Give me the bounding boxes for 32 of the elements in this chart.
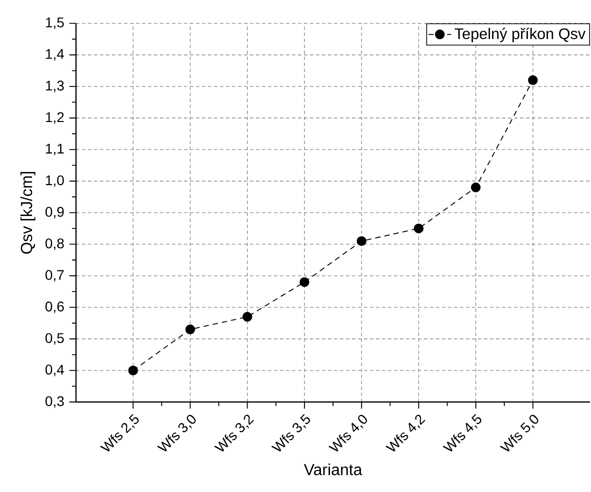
point — [128, 366, 138, 376]
point — [185, 324, 196, 334]
x-tick-label: Wfs 3,2 — [214, 414, 254, 452]
point — [528, 75, 538, 85]
x-tick-label: Wfs 2,5 — [100, 414, 139, 452]
x-tick-label: Wfs 4,0 — [328, 414, 367, 452]
y-tick-label: 0,5 — [45, 333, 64, 345]
x-tick-label: Wfs 3,5 — [271, 414, 310, 452]
y-tick-label: 0,4 — [45, 364, 64, 376]
x-axis-title: Varianta — [304, 464, 362, 476]
point — [300, 277, 310, 287]
y-axis-title: Qsv [kJ/cm] — [20, 172, 36, 254]
point — [470, 182, 481, 192]
y-tick-label: 1,2 — [46, 112, 64, 124]
y-tick-label: 1,5 — [46, 18, 64, 30]
y-tick-label: 0,9 — [45, 206, 64, 218]
x-tick-label: Wfs 4,2 — [386, 414, 426, 452]
point — [356, 236, 366, 246]
x-tick-label: Wfs 3,0 — [157, 414, 196, 452]
x-tick-label: Wfs 5,0 — [500, 414, 538, 452]
point — [242, 312, 252, 322]
legend-label: Tepelný příkon Qsv — [454, 28, 586, 42]
y-tick-label: 0,8 — [45, 238, 64, 250]
y-tick-label: 0,7 — [45, 270, 64, 282]
y-tick-label: 1,4 — [46, 49, 64, 61]
y-tick-label: 1,0 — [46, 175, 64, 187]
x-tick-label: Wfs 4,5 — [442, 414, 482, 452]
point — [414, 224, 424, 234]
y-tick-label: 0,6 — [45, 302, 64, 314]
y-tick-label: 1,3 — [46, 80, 64, 92]
y-tick-label: 1,1 — [46, 144, 64, 156]
y-tick-label: 0,3 — [45, 396, 64, 408]
